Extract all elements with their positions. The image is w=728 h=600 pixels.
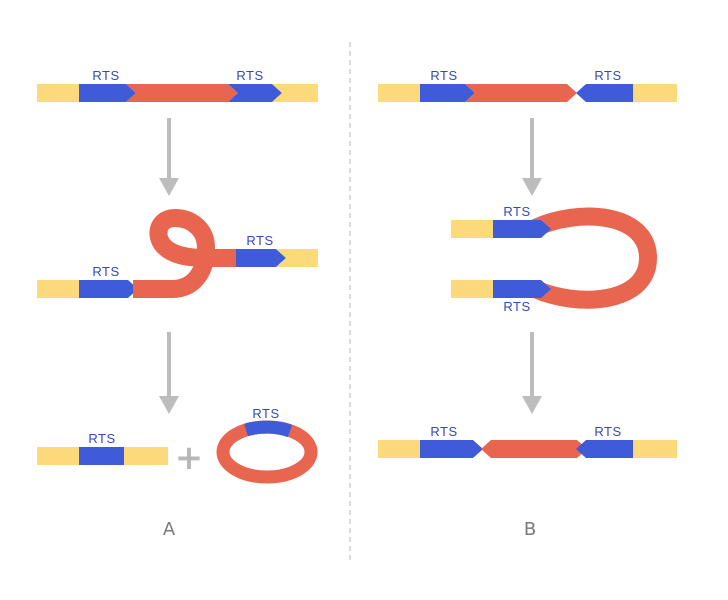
bottom-flank <box>451 280 495 298</box>
left-flank <box>37 84 81 102</box>
panel-a-arrow-2 <box>159 332 179 414</box>
rts-label-2: RTS <box>594 68 621 83</box>
rts-label-1: RTS <box>430 68 457 83</box>
left-flank <box>37 447 81 465</box>
top-rts-site <box>493 220 551 238</box>
panel-b-arrow-2 <box>522 332 542 414</box>
rts-site <box>79 447 126 465</box>
panel-label-a: A <box>163 519 176 540</box>
plus-sign: + <box>175 438 204 478</box>
panel-a: RTS RTS RTS RTS RTS + <box>37 68 318 540</box>
rts-label-1: RTS <box>430 424 457 439</box>
rts-label-1: RTS <box>92 68 119 83</box>
rts-site-2-inverted <box>576 84 635 102</box>
rts-site-1 <box>420 84 475 102</box>
panel-a-arrow-1 <box>159 118 179 196</box>
rts-label-product: RTS <box>88 431 115 446</box>
rts-site-2 <box>236 249 286 267</box>
inverted-insert-segment <box>481 440 587 458</box>
left-flank <box>37 280 81 298</box>
rts-site-1 <box>79 84 136 102</box>
panel-b-hairpin-intermediate: RTS RTS <box>451 204 658 314</box>
excised-circle <box>216 420 318 484</box>
panel-a-excision-products: RTS + RTS <box>37 406 318 484</box>
rts-label-2: RTS <box>246 233 273 248</box>
left-flank <box>378 84 422 102</box>
rts-label-bottom: RTS <box>503 299 530 314</box>
rts-site-1 <box>420 440 483 458</box>
rts-label-circle: RTS <box>252 406 279 421</box>
panel-b: RTS RTS RTS RTS RTS <box>378 68 677 540</box>
insert-segment <box>465 84 577 102</box>
rts-label-top: RTS <box>503 204 530 219</box>
rts-site-1 <box>79 280 138 298</box>
right-flank <box>124 447 168 465</box>
rts-label-1: RTS <box>92 264 119 279</box>
right-flank <box>633 440 677 458</box>
rts-label-2: RTS <box>594 424 621 439</box>
panel-b-start-construct: RTS RTS <box>378 68 677 102</box>
bottom-rts-site <box>493 280 551 298</box>
insert-segment <box>126 84 238 102</box>
panel-b-arrow-1 <box>522 118 542 196</box>
rts-site-2-inverted <box>576 440 635 458</box>
right-flank <box>633 84 677 102</box>
panel-a-loop-intermediate: RTS RTS <box>37 209 318 298</box>
insert-loop <box>133 209 240 298</box>
right-flank <box>276 249 318 267</box>
panel-a-start-construct: RTS RTS <box>37 68 318 102</box>
top-flank <box>451 220 495 238</box>
right-flank <box>272 84 318 102</box>
left-flank <box>378 440 422 458</box>
panel-label-b: B <box>524 519 536 540</box>
insert-hairpin <box>531 207 658 309</box>
excised-circle-rts <box>244 420 293 438</box>
rts-label-2: RTS <box>236 68 263 83</box>
rts-site-2 <box>228 84 282 102</box>
panel-b-inverted-construct: RTS RTS <box>378 424 677 458</box>
